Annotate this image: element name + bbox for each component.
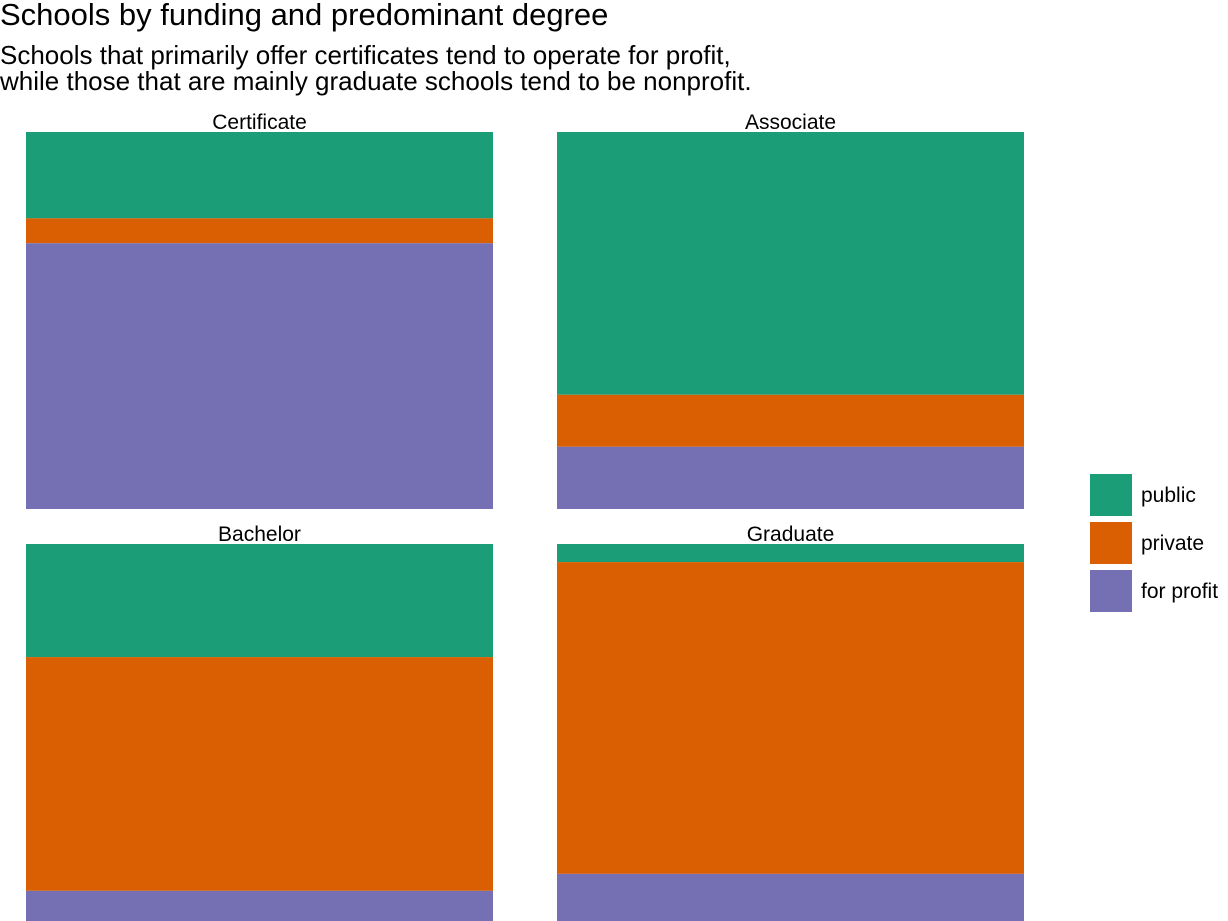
legend-key-public: [1090, 474, 1132, 516]
facet-label-bachelor: Bachelor: [218, 523, 301, 546]
bar-segment-certificate-public: [26, 132, 493, 219]
bar-segment-associate-for-profit: [557, 446, 1024, 509]
facet-label-graduate: Graduate: [747, 523, 835, 546]
bar-segment-associate-public: [557, 132, 1024, 395]
bar-segment-graduate-for-profit: [557, 873, 1024, 921]
legend-label-public: public: [1141, 484, 1196, 507]
legend-key-for-profit: [1090, 570, 1132, 612]
chart-title: Schools by funding and predominant degre…: [0, 0, 609, 32]
facet-label-certificate: Certificate: [212, 111, 307, 134]
facet-panel-graduate: Graduate: [557, 523, 1024, 921]
bar-segment-certificate-private: [26, 218, 493, 244]
bar-segment-graduate-private: [557, 562, 1024, 874]
bar-segment-certificate-for-profit: [26, 243, 493, 509]
bar-segment-bachelor-private: [26, 657, 493, 891]
facet-panel-associate: Associate: [557, 111, 1024, 509]
bar-segment-bachelor-for-profit: [26, 890, 493, 921]
chart-subtitle: Schools that primarily offer certificate…: [0, 42, 752, 94]
chart-subtitle-line-1: Schools that primarily offer certificate…: [0, 40, 731, 70]
bar-segment-graduate-public: [557, 544, 1024, 563]
legend-key-private: [1090, 522, 1132, 564]
facet-label-associate: Associate: [745, 111, 836, 134]
legend: public private for profit: [1090, 474, 1218, 612]
chart-subtitle-line-2: while those that are mainly graduate sch…: [0, 66, 752, 96]
facet-panel-certificate: Certificate: [26, 111, 493, 509]
bar-segment-bachelor-public: [26, 544, 493, 658]
legend-label-for-profit: for profit: [1141, 580, 1218, 603]
legend-label-private: private: [1141, 532, 1204, 555]
facet-panel-bachelor: Bachelor: [26, 523, 493, 921]
bar-segment-associate-private: [557, 394, 1024, 447]
